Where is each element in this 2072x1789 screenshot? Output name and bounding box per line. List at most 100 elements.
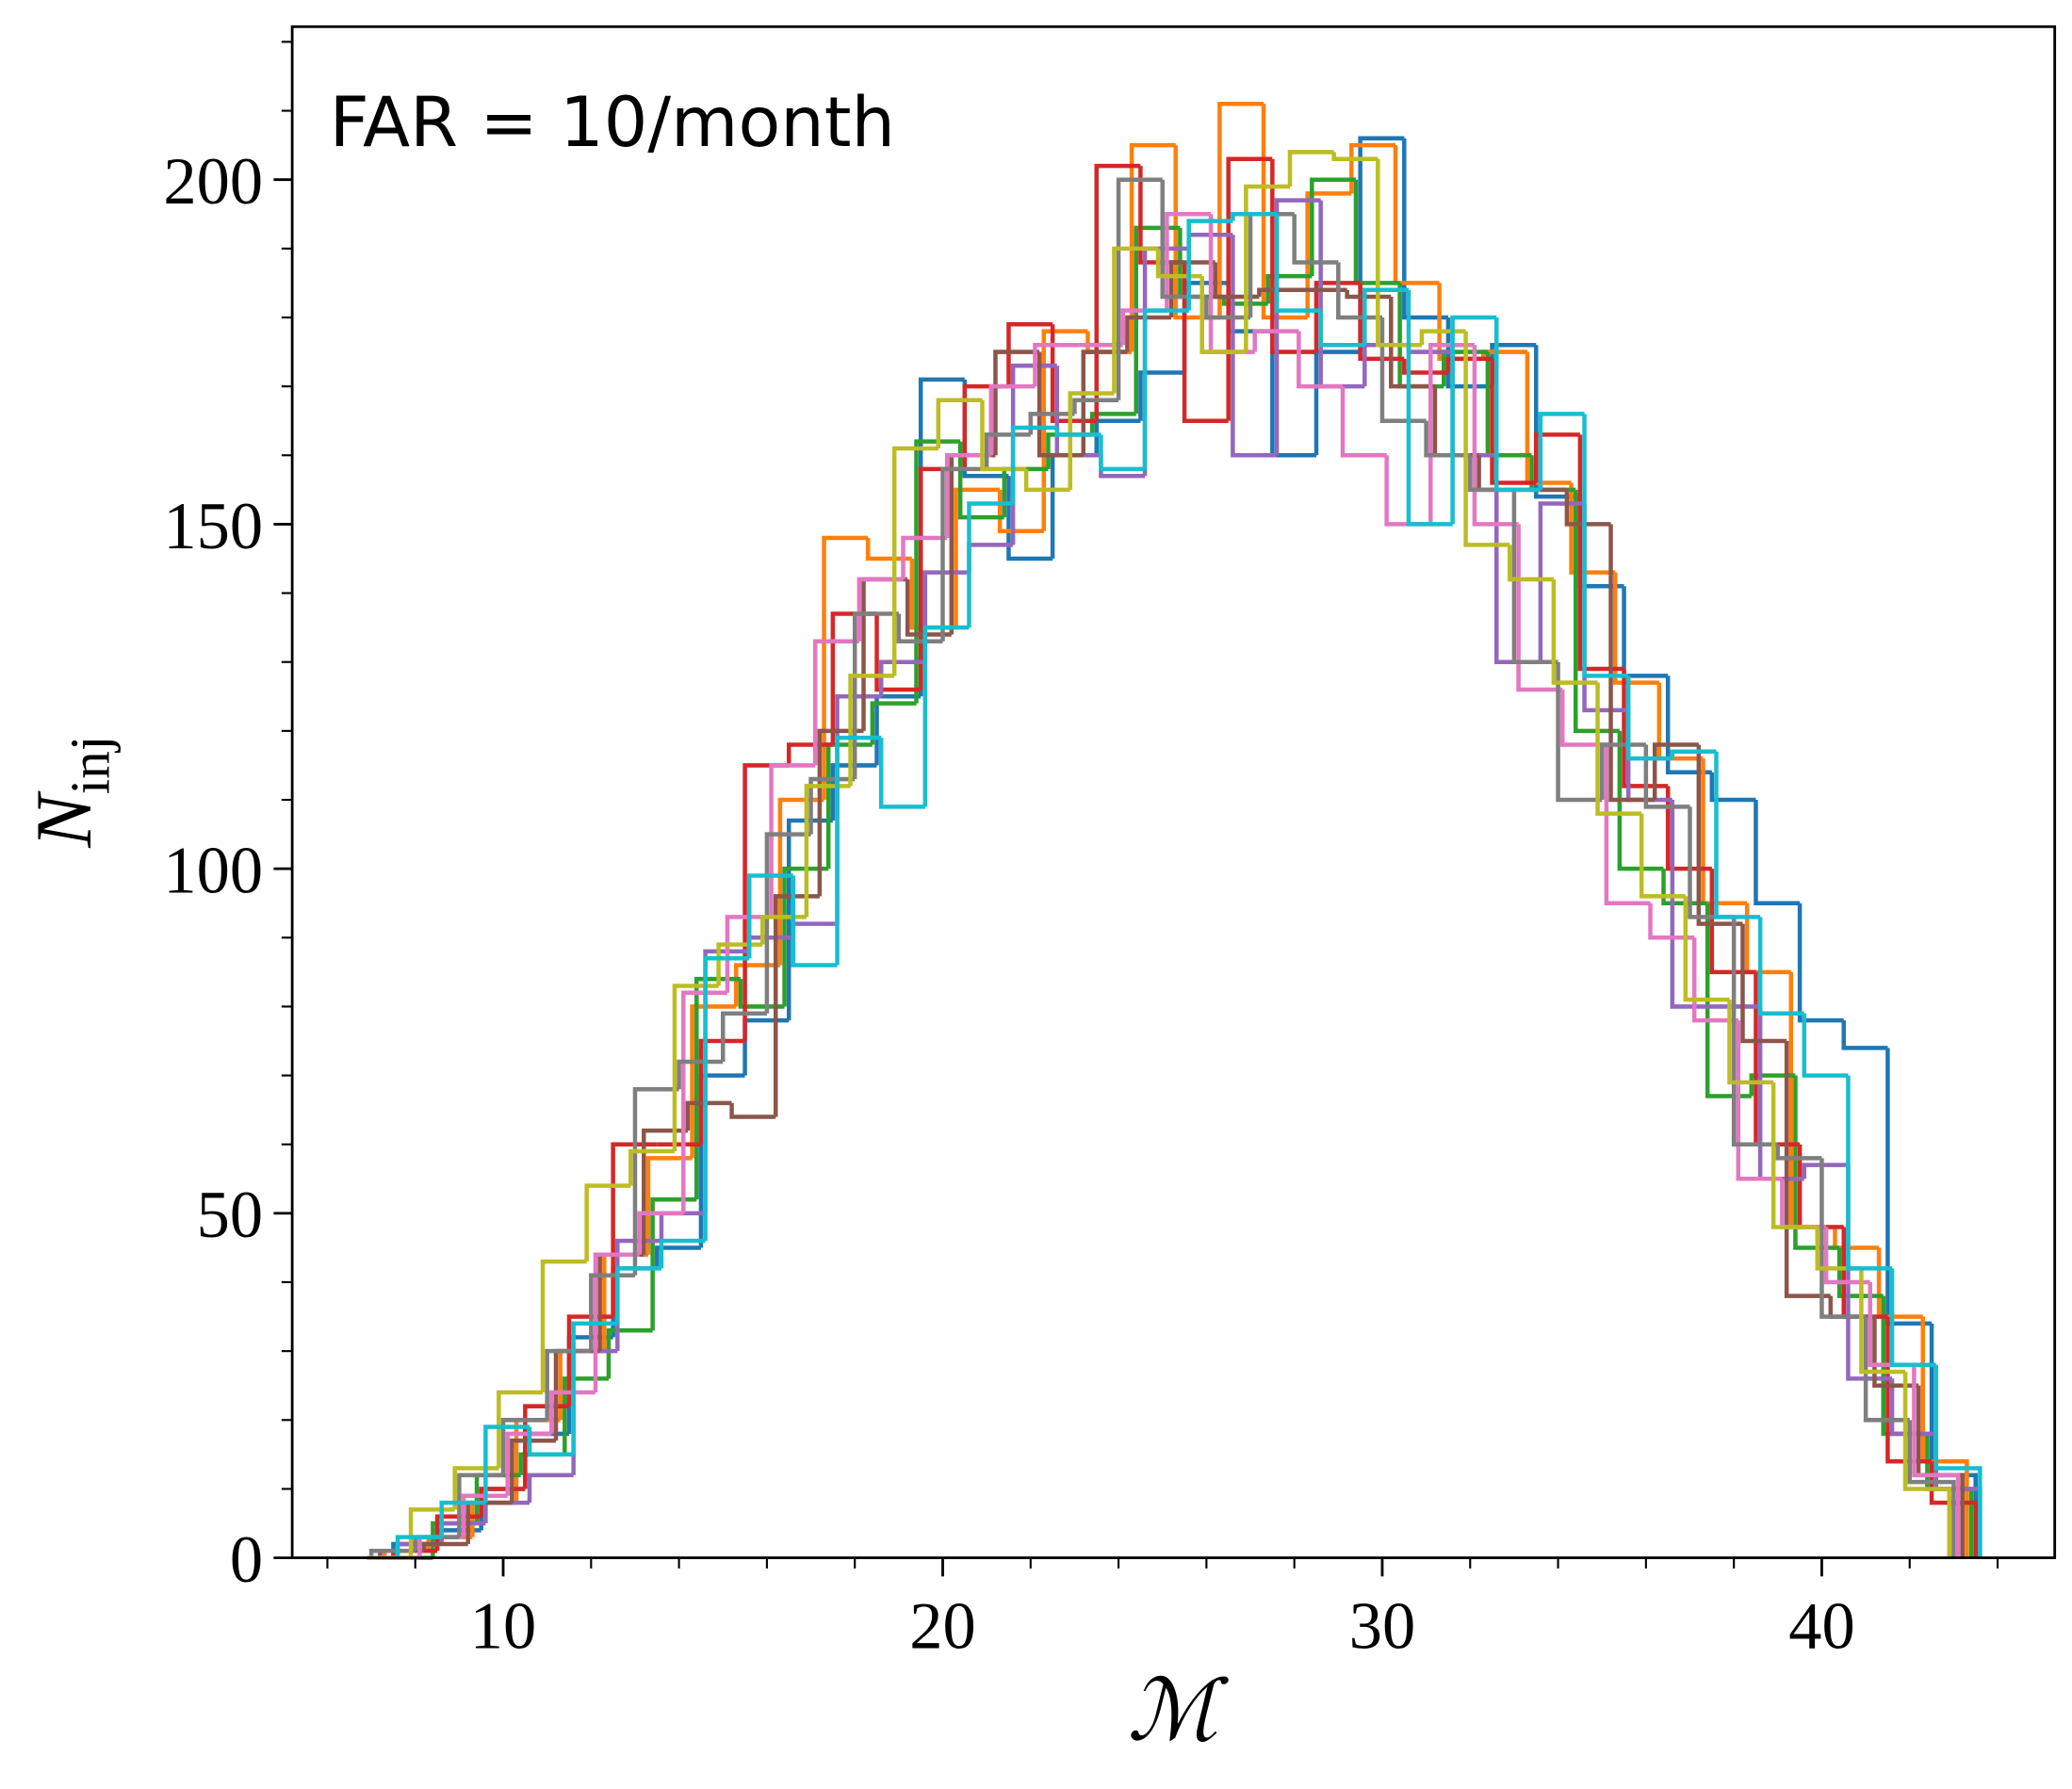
histogram-step [527, 1426, 574, 1457]
histogram-step [637, 1211, 684, 1255]
histogram-step [650, 1196, 697, 1331]
histogram-step [1863, 1316, 1910, 1423]
histogram-step [865, 538, 912, 561]
histogram-step [1859, 1268, 1906, 1374]
histogram-step [1389, 297, 1435, 389]
histogram-step [655, 1245, 701, 1269]
y-axis-label: Ninj [21, 736, 122, 849]
histogram-step [1472, 345, 1519, 527]
histogram-step [1701, 758, 1748, 905]
histogram-step [677, 1059, 724, 1090]
histogram-step [1305, 191, 1352, 317]
histogram-step [1559, 689, 1607, 747]
histogram-step [1525, 351, 1572, 485]
histogram-step [628, 1148, 675, 1186]
histogram-step [1876, 1247, 1923, 1319]
histogram-step [1885, 1048, 1933, 1326]
histogram-step [746, 873, 793, 959]
histogram-step [1054, 428, 1101, 437]
histogram-step [909, 558, 956, 630]
histogram-step [1643, 744, 1690, 809]
histogram-step [1933, 1364, 1982, 1558]
histogram-step [905, 578, 952, 637]
histogram-step [1582, 414, 1629, 678]
histogram-step [922, 570, 970, 662]
histogram-step [954, 487, 1001, 628]
y-tick-label: 0 [230, 1523, 263, 1597]
histogram-step [830, 763, 877, 821]
histogram-step [1582, 503, 1629, 713]
histogram-step [1709, 772, 1756, 803]
histogram-step [1599, 742, 1646, 801]
histogram-step [1538, 412, 1585, 490]
histogram-step [703, 955, 750, 1242]
histogram-step [1802, 1013, 1849, 1078]
histogram-step [1551, 578, 1598, 685]
histogram-step [1490, 358, 1537, 485]
histogram-step [1912, 1364, 1961, 1558]
histogram-step [786, 742, 833, 766]
histogram-step [1116, 177, 1163, 400]
histogram-step [967, 543, 1014, 573]
histogram-step [1231, 212, 1278, 221]
histogram-step [914, 439, 961, 704]
histogram-step [1819, 1158, 1867, 1319]
histogram-step [505, 1431, 552, 1496]
histogram-step [1261, 104, 1308, 320]
histogram-step [944, 453, 991, 539]
histogram-step [857, 577, 904, 642]
histogram-step [1287, 150, 1334, 187]
histogram-step [1349, 142, 1395, 194]
histogram-step [558, 1348, 605, 1421]
histogram-step [852, 611, 899, 780]
histogram-step [742, 1017, 790, 1076]
histogram-step [395, 1535, 442, 1558]
histogram-step [1274, 214, 1321, 313]
x-tick-label: 10 [470, 1589, 536, 1663]
histogram-step [940, 466, 987, 642]
histogram-step [817, 728, 864, 897]
chart-title: FAR = 10/month [330, 83, 895, 163]
histogram-step [1257, 287, 1304, 298]
histogram-step [1331, 152, 1379, 162]
histogram-step [1511, 489, 1558, 664]
histogram-step [988, 383, 1036, 456]
histogram-step [1252, 329, 1299, 352]
histogram-step [1085, 331, 1133, 354]
histogram-step [698, 1038, 745, 1145]
histogram-step [1274, 198, 1321, 456]
histogram-step [615, 1238, 661, 1352]
histogram-step [1533, 345, 1580, 499]
histogram-step [1797, 903, 1844, 1023]
histogram-step [791, 875, 838, 968]
histogram-step [1297, 331, 1343, 389]
histogram-step [729, 1102, 776, 1119]
histogram-step [659, 1211, 706, 1242]
histogram-step [510, 1439, 557, 1504]
histogram-step [984, 432, 1031, 469]
histogram-step [1129, 142, 1176, 352]
histogram-step [457, 1472, 504, 1537]
histogram-step [733, 963, 780, 1007]
histogram-step [1622, 586, 1669, 678]
histogram-step [1310, 177, 1356, 277]
histogram-step [483, 1424, 530, 1504]
histogram-step [1072, 398, 1119, 415]
histogram-step [1656, 682, 1704, 761]
histogram-step [1186, 219, 1233, 311]
axes-frame [290, 24, 2057, 1560]
histogram-step [874, 613, 922, 692]
histogram-step [1569, 482, 1616, 575]
histogram-step [1432, 386, 1479, 458]
histogram-step [738, 979, 785, 1009]
histogram-step [1612, 572, 1659, 685]
histogram-step [1463, 331, 1510, 547]
histogram-step [1652, 742, 1699, 801]
histogram-step [1617, 730, 1664, 871]
histogram-step [896, 613, 943, 644]
histogram-step [1445, 317, 1493, 389]
y-axis-label-symbol: N [21, 790, 108, 849]
histogram-step [1872, 1316, 1919, 1388]
histogram-step [368, 1549, 416, 1558]
histogram-step [1379, 317, 1427, 423]
